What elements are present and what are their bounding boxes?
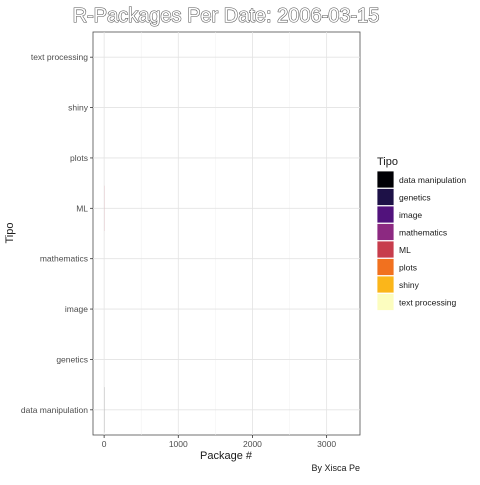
- y-tick-label: mathematics: [40, 254, 88, 264]
- legend-swatch: [376, 205, 395, 224]
- chart-title: R-Packages Per Date: 2006-03-15: [73, 5, 380, 27]
- legend: Tipo data manipulation genetics image mathe…: [376, 156, 466, 311]
- y-tick-label: shiny: [68, 103, 89, 113]
- y-tick-label: genetics: [56, 354, 88, 364]
- x-axis-label: Package #: [200, 450, 253, 462]
- legend-swatch: [376, 170, 395, 189]
- legend-label: text processing: [399, 298, 456, 308]
- x-tick-label: 1000: [169, 439, 188, 449]
- x-axis: 0 1000 2000 3000: [102, 435, 336, 449]
- legend-label: shiny: [399, 280, 420, 290]
- grid-layer: [93, 32, 360, 435]
- x-tick-label: 0: [102, 439, 107, 449]
- y-tick-label: text processing: [31, 52, 88, 62]
- y-axis: data manipulation genetics image mathematic…: [21, 52, 93, 415]
- legend-swatch: [376, 240, 395, 259]
- legend-swatch: [376, 188, 395, 206]
- y-tick-label: data manipulation: [21, 405, 88, 415]
- x-tick-label: 3000: [317, 439, 336, 449]
- legend-label: data manipulation: [399, 175, 466, 185]
- legend-label: ML: [399, 245, 411, 255]
- legend-swatch: [376, 223, 395, 241]
- legend-label: image: [399, 210, 422, 220]
- legend-swatch: [376, 293, 395, 311]
- legend-title: Tipo: [377, 156, 398, 168]
- bars-layer: [104, 185, 105, 433]
- legend-swatch: [376, 275, 395, 294]
- y-tick-label: ML: [76, 203, 88, 213]
- legend-label: genetics: [399, 193, 431, 203]
- y-tick-label: image: [65, 304, 88, 314]
- bar: [104, 387, 105, 433]
- legend-label: plots: [399, 263, 417, 273]
- legend-swatch: [376, 258, 395, 276]
- x-tick-label: 2000: [243, 439, 262, 449]
- legend-label: mathematics: [399, 228, 447, 238]
- y-tick-label: plots: [70, 153, 88, 163]
- chart-caption: By Xisca Pe: [311, 463, 360, 473]
- bar: [104, 185, 105, 231]
- y-axis-label: Tipo: [4, 223, 16, 244]
- plot-panel: [92, 31, 361, 436]
